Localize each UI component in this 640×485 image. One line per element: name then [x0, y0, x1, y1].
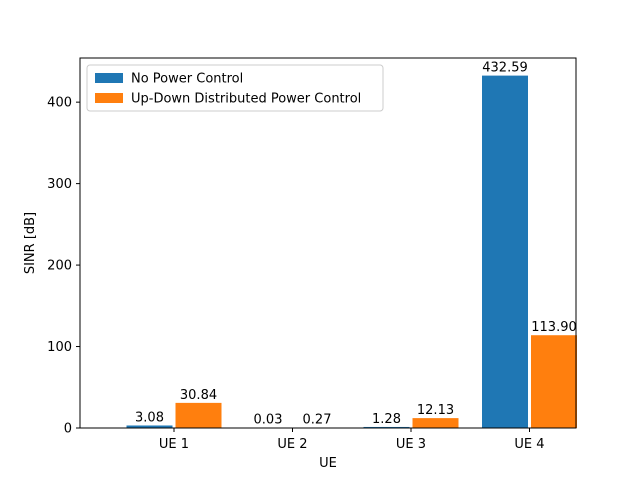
y-tick-label: 0: [64, 422, 72, 437]
y-axis-label: SINR [dB]: [23, 212, 38, 274]
plot-frame: [79, 57, 577, 429]
y-tick-label: 300: [47, 177, 72, 192]
data-label: 113.90: [531, 320, 577, 335]
bar-no-power-control-1: [126, 425, 173, 428]
y-tick-label: 400: [47, 96, 72, 111]
legend-entry: Up-Down Distributed Power Control: [131, 92, 361, 107]
x-tick-label: UE 2: [277, 437, 307, 452]
legend-entry: No Power Control: [131, 72, 243, 87]
x-tick-label: UE 3: [396, 437, 426, 452]
x-tick-label: UE 4: [514, 437, 544, 452]
bar-no-power-control-3: [363, 426, 410, 428]
bar-up-down-power-control-4: [531, 335, 577, 428]
data-labels-layer: 3.08 30.84 0.03 0.27 1.28 12.13 432.59 113.90: [135, 61, 577, 428]
data-label: 0.27: [303, 413, 332, 428]
x-tick-label: UE 1: [159, 437, 189, 452]
legend-box: [86, 64, 384, 112]
bar-up-down-power-control-1: [175, 402, 222, 428]
axes-layer: 0 100 200 300 400 UE 1 UE 2 UE 3 UE 4: [47, 57, 577, 452]
data-label: 3.08: [135, 410, 164, 425]
data-label: 432.59: [482, 61, 528, 76]
data-label: 0.03: [254, 413, 283, 428]
bars-layer: [126, 75, 577, 429]
legend-swatch: [95, 93, 123, 103]
legend-swatch: [95, 73, 123, 83]
y-tick-label: 100: [47, 340, 72, 355]
y-tick-label: 200: [47, 259, 72, 274]
legend: No Power Control Up-Down Distributed Powe…: [86, 64, 384, 112]
data-label: 30.84: [180, 388, 217, 403]
x-axis-label: UE: [319, 456, 337, 471]
bar-no-power-control-4: [482, 75, 528, 429]
bar-up-down-power-control-3: [412, 418, 459, 428]
data-label: 12.13: [417, 403, 454, 418]
data-label: 1.28: [372, 412, 401, 427]
